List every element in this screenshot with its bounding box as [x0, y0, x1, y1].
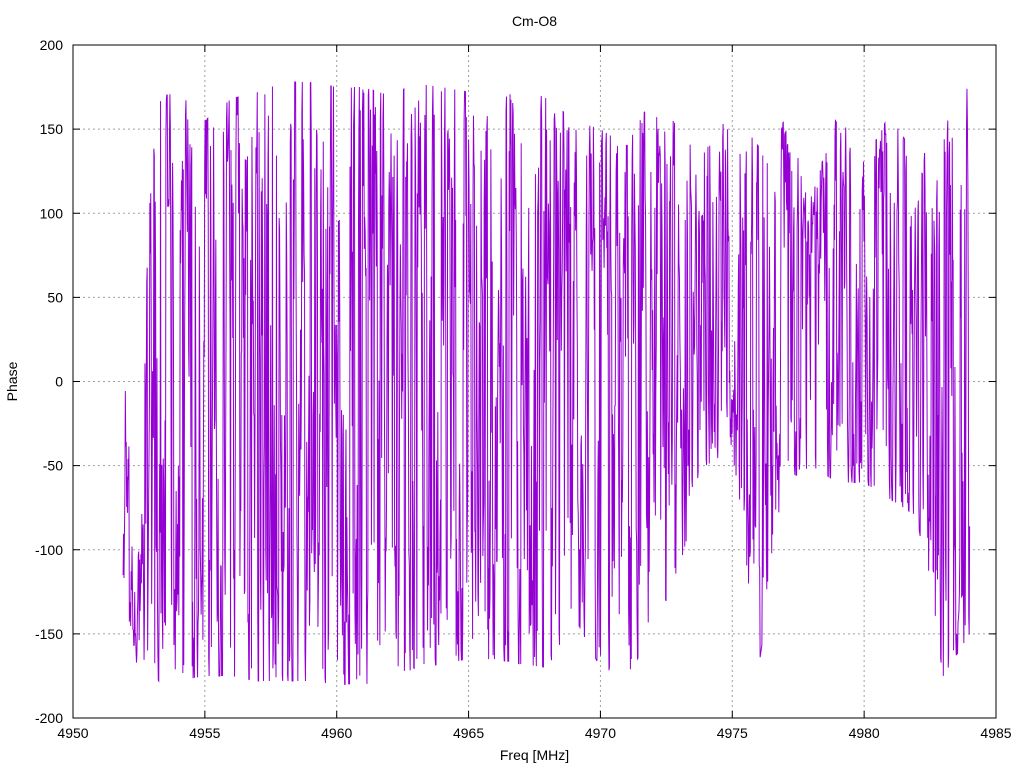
y-tick-label: -50	[43, 458, 63, 474]
y-tick-label: -200	[35, 710, 63, 726]
x-tick-label: 4955	[189, 725, 220, 741]
data-layer	[122, 81, 971, 685]
y-tick-label: 0	[55, 374, 63, 390]
x-tick-label: 4970	[585, 725, 616, 741]
x-tick-label: 4965	[453, 725, 484, 741]
phase-series-line	[122, 81, 971, 685]
x-tick-label: 4950	[57, 725, 88, 741]
tick-labels: 4950 4955 4960 4965 4970 4975 4980 4985 -200 -150…	[35, 37, 1012, 741]
y-tick-label: 200	[40, 37, 64, 53]
y-tick-label: 50	[47, 289, 63, 305]
y-tick-label: -150	[35, 626, 63, 642]
y-axis-label: Phase	[4, 361, 20, 401]
y-tick-label: 100	[40, 205, 64, 221]
chart-title: Cm-O8	[512, 13, 557, 29]
y-tick-label: 150	[40, 121, 64, 137]
y-tick-label: -100	[35, 542, 63, 558]
x-tick-label: 4985	[980, 725, 1011, 741]
x-tick-label: 4975	[717, 725, 748, 741]
x-tick-label: 4960	[321, 725, 352, 741]
x-tick-label: 4980	[849, 725, 880, 741]
ticks	[72, 44, 997, 719]
x-axis-label: Freq [MHz]	[500, 747, 569, 763]
